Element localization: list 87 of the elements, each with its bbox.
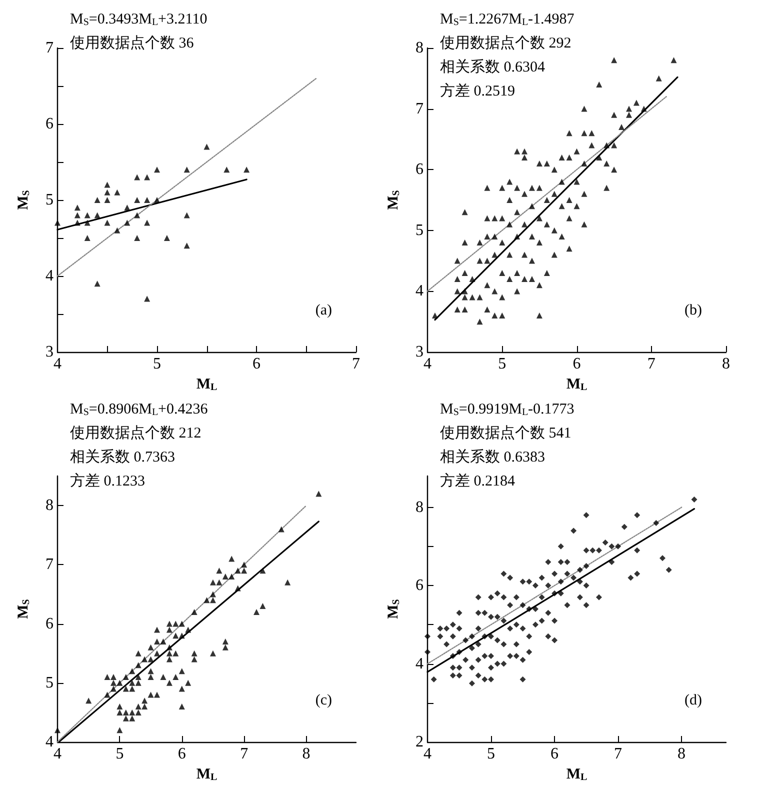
point xyxy=(104,182,110,188)
y-tick-label: 6 xyxy=(46,116,54,132)
annotation: 方差 0.1233 xyxy=(70,472,145,490)
y-tick-label: 3 xyxy=(416,344,424,360)
point xyxy=(244,166,250,173)
point xyxy=(94,212,100,218)
y-axis-title: MS xyxy=(386,190,402,210)
text: 使用数据点个数 212 xyxy=(70,424,202,442)
point xyxy=(74,220,80,226)
x-tick-label: 8 xyxy=(722,356,730,372)
point xyxy=(184,166,190,173)
point xyxy=(134,174,140,180)
y-axis-title: MS xyxy=(16,598,32,619)
point xyxy=(114,227,120,234)
point xyxy=(124,204,130,211)
point xyxy=(184,212,190,218)
y-tick-label: 8 xyxy=(416,498,424,516)
y-tick-label: 8 xyxy=(46,497,54,514)
annotation: (a) xyxy=(315,302,332,318)
point xyxy=(144,296,150,302)
x-tick-label: 6 xyxy=(252,356,260,372)
point xyxy=(144,197,150,203)
x-tick-label: 6 xyxy=(572,356,581,372)
y-tick-label: 6 xyxy=(46,615,54,632)
y-tick-label: 6 xyxy=(416,577,424,594)
point xyxy=(74,204,80,211)
x-tick-label: 7 xyxy=(240,746,248,762)
text: 相关系数 0.7363 xyxy=(70,448,175,466)
point xyxy=(154,197,160,203)
y-tick-label: 4 xyxy=(416,655,424,672)
y-axis-title: MS xyxy=(386,598,402,619)
y-tick-label: 5 xyxy=(46,192,54,208)
annotation: 方差 0.2519 xyxy=(440,82,515,100)
point xyxy=(74,212,80,218)
point xyxy=(104,220,110,226)
y-tick-label: 8 xyxy=(416,40,424,56)
point xyxy=(224,166,230,173)
y-tick-label: 3 xyxy=(46,344,54,360)
point xyxy=(134,197,140,203)
x-tick-label: 7 xyxy=(647,356,656,372)
x-tick-label: 8 xyxy=(302,746,310,762)
y-axis-title: MS xyxy=(16,190,32,210)
annotation: (c) xyxy=(315,692,332,708)
annotation: (d) xyxy=(684,692,702,708)
y-tick-label: 7 xyxy=(416,100,424,118)
annotation: 使用数据点个数 292 xyxy=(440,34,572,52)
annotation: 相关系数 0.6304 xyxy=(440,58,546,76)
point xyxy=(204,144,210,150)
text: 使用数据点个数 541 xyxy=(440,424,572,442)
y-tick-label: 5 xyxy=(46,674,54,692)
point xyxy=(134,212,140,218)
x-tick-label: 5 xyxy=(498,356,506,372)
x-tick-label: 5 xyxy=(487,746,496,762)
point xyxy=(164,235,170,241)
point xyxy=(84,220,90,226)
y-tick-label: 4 xyxy=(46,734,54,750)
point xyxy=(134,235,140,241)
y-tick-label: 6 xyxy=(416,161,424,178)
annotation: 方差 0.2184 xyxy=(440,472,516,490)
point xyxy=(144,220,150,226)
x-tick-label: 7 xyxy=(352,356,360,372)
point xyxy=(154,166,160,173)
point xyxy=(184,242,190,249)
y-tick-label: 4 xyxy=(416,282,424,300)
x-tick-label: 6 xyxy=(178,746,186,762)
point xyxy=(104,197,110,203)
point xyxy=(124,220,130,226)
y-tick-label: 2 xyxy=(416,734,424,750)
annotation: (b) xyxy=(684,302,702,318)
annotation: 使用数据点个数 36 xyxy=(70,34,194,52)
point xyxy=(84,235,90,241)
y-tick-label: 5 xyxy=(416,222,424,239)
point xyxy=(114,189,120,196)
y-tick-label: 4 xyxy=(46,268,54,284)
point xyxy=(94,280,100,287)
point xyxy=(94,197,100,203)
x-tick-label: 5 xyxy=(116,746,124,762)
point xyxy=(104,189,110,196)
y-tick-label: 7 xyxy=(46,556,54,574)
text: 相关系数 0.6383 xyxy=(440,448,545,466)
point xyxy=(144,174,150,180)
y-tick-label: 7 xyxy=(46,40,54,56)
x-tick-label: 5 xyxy=(153,356,161,372)
x-tick-label: 6 xyxy=(550,746,559,762)
x-tick-label: 7 xyxy=(614,746,622,762)
point xyxy=(84,212,90,218)
x-tick-label: 8 xyxy=(678,746,686,762)
